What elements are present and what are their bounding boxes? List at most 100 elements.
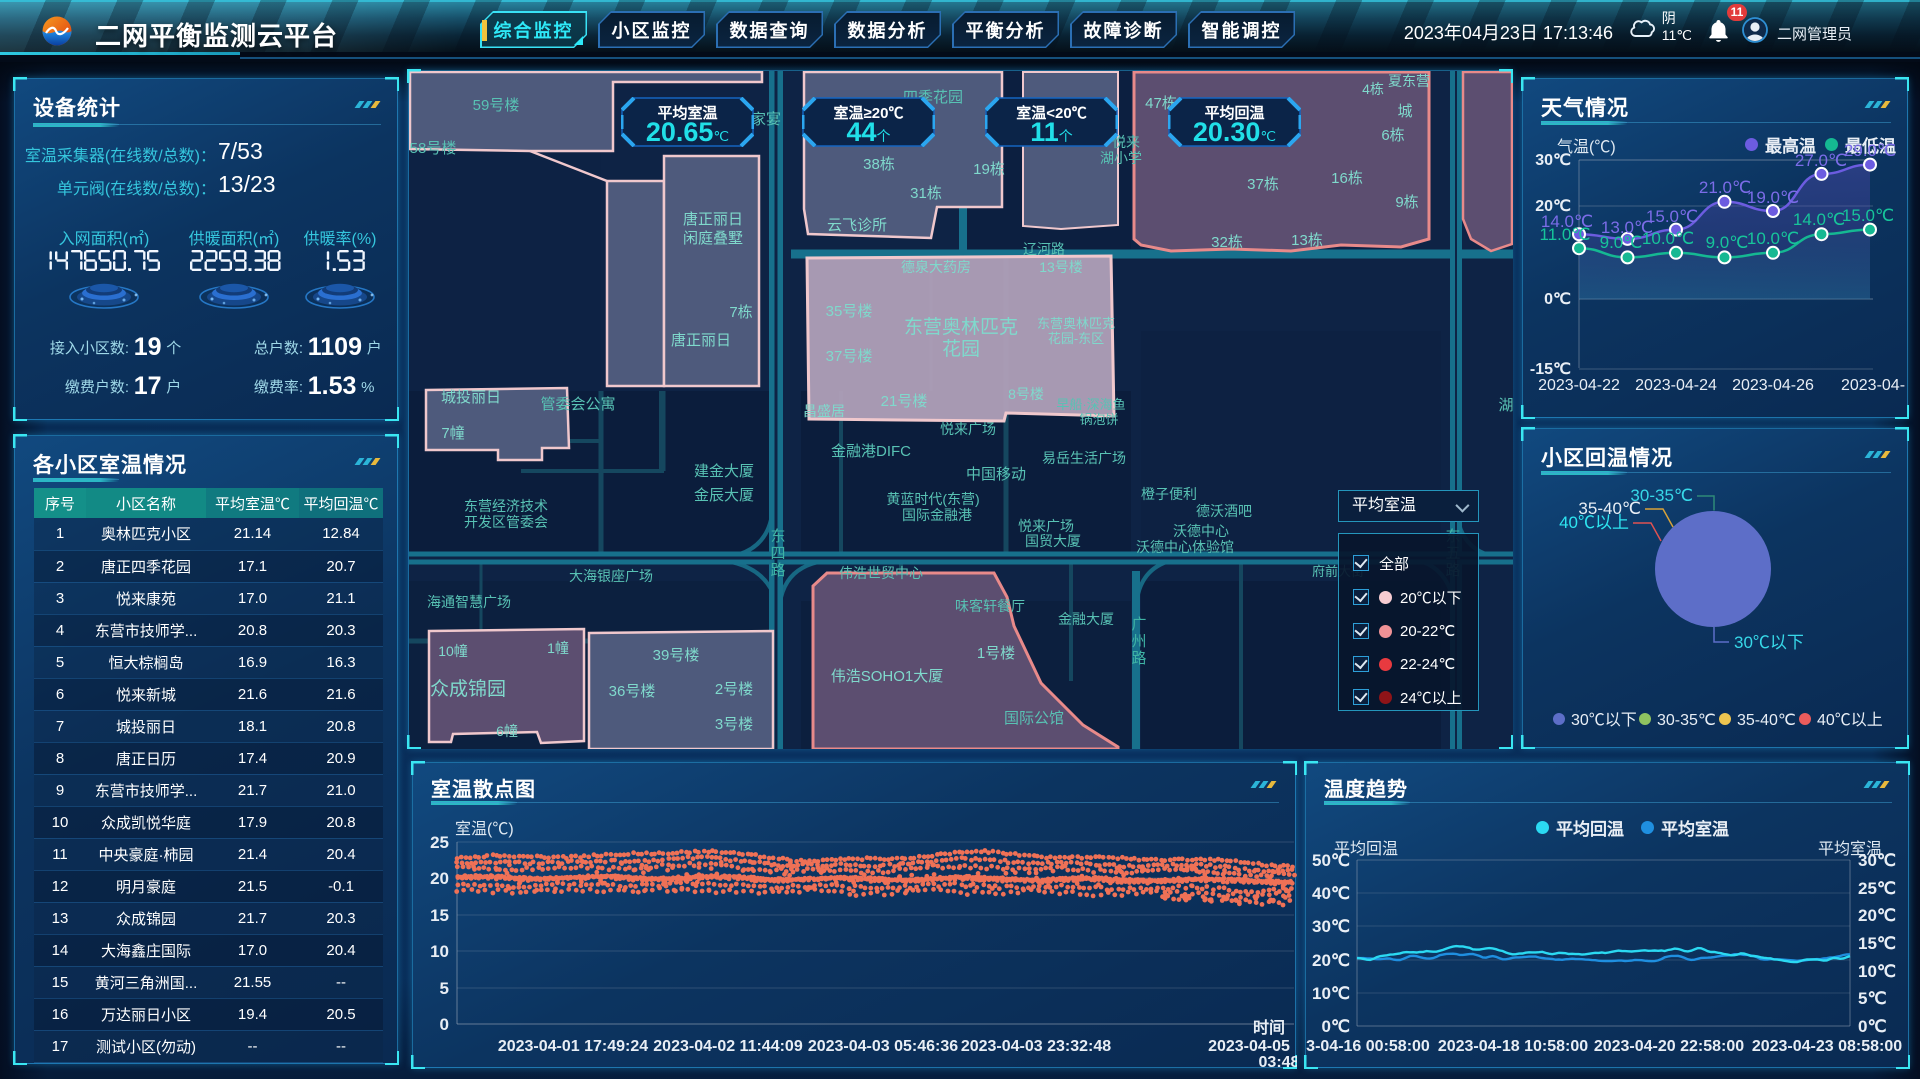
svg-text:3号楼: 3号楼 — [715, 716, 753, 733]
svg-text:沃德中心: 沃德中心 — [1173, 523, 1229, 539]
svg-text:38栋: 38栋 — [863, 155, 895, 173]
svg-text:东营奥林匹克: 东营奥林匹克 — [1037, 316, 1115, 331]
svg-text:50℃: 50℃ — [1312, 851, 1350, 870]
svg-text:1幢: 1幢 — [547, 640, 569, 656]
svg-text:30℃: 30℃ — [1535, 152, 1571, 169]
svg-text:云飞诊所: 云飞诊所 — [827, 217, 887, 234]
svg-text:东营经济技术: 东营经济技术 — [464, 498, 548, 514]
svg-text:15.0℃: 15.0℃ — [1646, 207, 1698, 226]
svg-text:20℃: 20℃ — [1535, 198, 1571, 215]
svg-text:湖: 湖 — [1498, 397, 1513, 414]
svg-text:10幢: 10幢 — [438, 643, 468, 659]
svg-text:10.0℃: 10.0℃ — [1747, 229, 1799, 248]
svg-text:40℃以上: 40℃以上 — [1559, 513, 1629, 532]
svg-text:10℃: 10℃ — [1858, 962, 1896, 981]
svg-text:10℃: 10℃ — [1312, 984, 1350, 1003]
svg-text:路: 路 — [770, 562, 785, 579]
svg-text:2023-04-: 2023-04- — [1841, 377, 1905, 394]
svg-text:伟浩世贸中心: 伟浩世贸中心 — [839, 565, 923, 581]
svg-text:橙子便利: 橙子便利 — [1141, 486, 1197, 502]
svg-text:40℃: 40℃ — [1312, 884, 1350, 903]
svg-text:21号楼: 21号楼 — [881, 393, 928, 410]
svg-text:35-40℃: 35-40℃ — [1737, 712, 1796, 729]
svg-text:10: 10 — [430, 942, 449, 961]
svg-text:0℃: 0℃ — [1544, 291, 1571, 308]
svg-text:40℃以上: 40℃以上 — [1817, 711, 1883, 729]
svg-text:2号楼: 2号楼 — [715, 681, 753, 698]
svg-text:州: 州 — [1131, 633, 1146, 650]
svg-text:14.0℃: 14.0℃ — [1541, 212, 1593, 231]
svg-text:15: 15 — [430, 906, 449, 925]
svg-text:30-35℃: 30-35℃ — [1630, 486, 1693, 505]
svg-text:30℃: 30℃ — [1312, 917, 1350, 936]
svg-text:2023-04-03 23:32:48: 2023-04-03 23:32:48 — [961, 1038, 1111, 1055]
svg-text:黄蓝时代(东营): 黄蓝时代(东营) — [886, 491, 979, 507]
svg-text:沃德中心体验馆: 沃德中心体验馆 — [1136, 539, 1234, 555]
svg-text:2023-04-05: 2023-04-05 — [1208, 1038, 1290, 1055]
svg-text:30-35℃: 30-35℃ — [1657, 712, 1716, 729]
svg-text:30℃以下: 30℃以下 — [1734, 633, 1804, 652]
svg-text:7栋: 7栋 — [729, 303, 752, 321]
svg-text:易岳生活广场: 易岳生活广场 — [1042, 450, 1126, 466]
svg-text:锅泡饼: 锅泡饼 — [1079, 412, 1118, 427]
svg-text:13栋: 13栋 — [1291, 231, 1323, 249]
svg-text:15.0℃: 15.0℃ — [1842, 206, 1894, 225]
svg-text:37号楼: 37号楼 — [826, 348, 873, 365]
svg-text:夏东营: 夏东营 — [1388, 73, 1430, 89]
svg-text:30℃: 30℃ — [1858, 851, 1896, 870]
svg-text:伟浩SOHO1大厦: 伟浩SOHO1大厦 — [831, 668, 944, 685]
svg-text:德沃酒吧: 德沃酒吧 — [1196, 503, 1252, 519]
svg-text:32栋: 32栋 — [1211, 233, 1243, 251]
svg-text:30℃以下: 30℃以下 — [1571, 712, 1637, 729]
svg-text:03:48: 03:48 — [1259, 1054, 1297, 1069]
svg-text:时间: 时间 — [1253, 1018, 1285, 1037]
svg-text:悦来广场: 悦来广场 — [1018, 518, 1074, 534]
svg-text:城: 城 — [1397, 103, 1412, 120]
svg-text:20℃: 20℃ — [1312, 951, 1350, 970]
svg-text:2023-04-24: 2023-04-24 — [1635, 377, 1717, 394]
svg-text:0℃: 0℃ — [1321, 1017, 1350, 1036]
svg-text:东: 东 — [770, 528, 785, 545]
svg-text:39号楼: 39号楼 — [653, 647, 700, 664]
svg-text:25: 25 — [430, 833, 449, 852]
svg-text:25℃: 25℃ — [1858, 879, 1896, 898]
svg-text:20℃: 20℃ — [1858, 906, 1896, 925]
svg-text:国际公馆: 国际公馆 — [1004, 710, 1064, 727]
svg-text:31栋: 31栋 — [910, 184, 942, 202]
svg-text:金融港DIFC: 金融港DIFC — [831, 443, 911, 460]
svg-text:2023-04-02 11:44:09: 2023-04-02 11:44:09 — [653, 1038, 803, 1055]
svg-text:2023-04-18 10:58:00: 2023-04-18 10:58:00 — [1438, 1038, 1588, 1055]
svg-text:10.0℃: 10.0℃ — [1642, 229, 1694, 248]
svg-text:21.0℃: 21.0℃ — [1699, 178, 1751, 197]
svg-text:德泉大药房: 德泉大药房 — [901, 259, 971, 275]
svg-text:15℃: 15℃ — [1858, 934, 1896, 953]
svg-text:城投丽日: 城投丽日 — [441, 389, 501, 406]
svg-text:35-40℃: 35-40℃ — [1578, 499, 1641, 518]
svg-text:2023-04-26: 2023-04-26 — [1732, 377, 1814, 394]
svg-text:辽河路: 辽河路 — [1023, 241, 1065, 257]
svg-text:29.0℃: 29.0℃ — [1844, 141, 1896, 160]
svg-text:36号楼: 36号楼 — [609, 683, 656, 700]
svg-text:国贸大厦: 国贸大厦 — [1025, 533, 1081, 549]
svg-text:27.0℃: 27.0℃ — [1795, 151, 1847, 170]
svg-text:58号楼: 58号楼 — [410, 140, 457, 157]
svg-text:2023-04-20 22:58:00: 2023-04-20 22:58:00 — [1594, 1038, 1744, 1055]
svg-text:早船·深海鱼: 早船·深海鱼 — [1056, 397, 1125, 412]
svg-text:国际金融港: 国际金融港 — [902, 507, 972, 523]
svg-text:味客轩餐厅: 味客轩餐厅 — [955, 598, 1025, 614]
svg-text:家宴: 家宴 — [751, 110, 781, 128]
svg-text:四: 四 — [770, 545, 785, 562]
svg-text:13.0℃: 13.0℃ — [1601, 218, 1653, 237]
svg-text:1号楼: 1号楼 — [977, 645, 1015, 662]
svg-text:唐正丽日: 唐正丽日 — [671, 332, 731, 349]
svg-text:16栋: 16栋 — [1331, 169, 1363, 187]
svg-text:37栋: 37栋 — [1247, 175, 1279, 193]
svg-text:6栋: 6栋 — [1381, 126, 1404, 144]
svg-text:3-04-16 00:58:00: 3-04-16 00:58:00 — [1306, 1038, 1430, 1055]
svg-text:开发区管委会: 开发区管委会 — [464, 514, 548, 530]
svg-text:8号楼: 8号楼 — [1008, 386, 1044, 402]
svg-text:2023-04-23 08:58:00: 2023-04-23 08:58:00 — [1752, 1038, 1902, 1055]
svg-text:35号楼: 35号楼 — [826, 303, 873, 320]
svg-text:金融大厦: 金融大厦 — [1058, 611, 1114, 627]
svg-text:4栋: 4栋 — [1362, 81, 1384, 97]
